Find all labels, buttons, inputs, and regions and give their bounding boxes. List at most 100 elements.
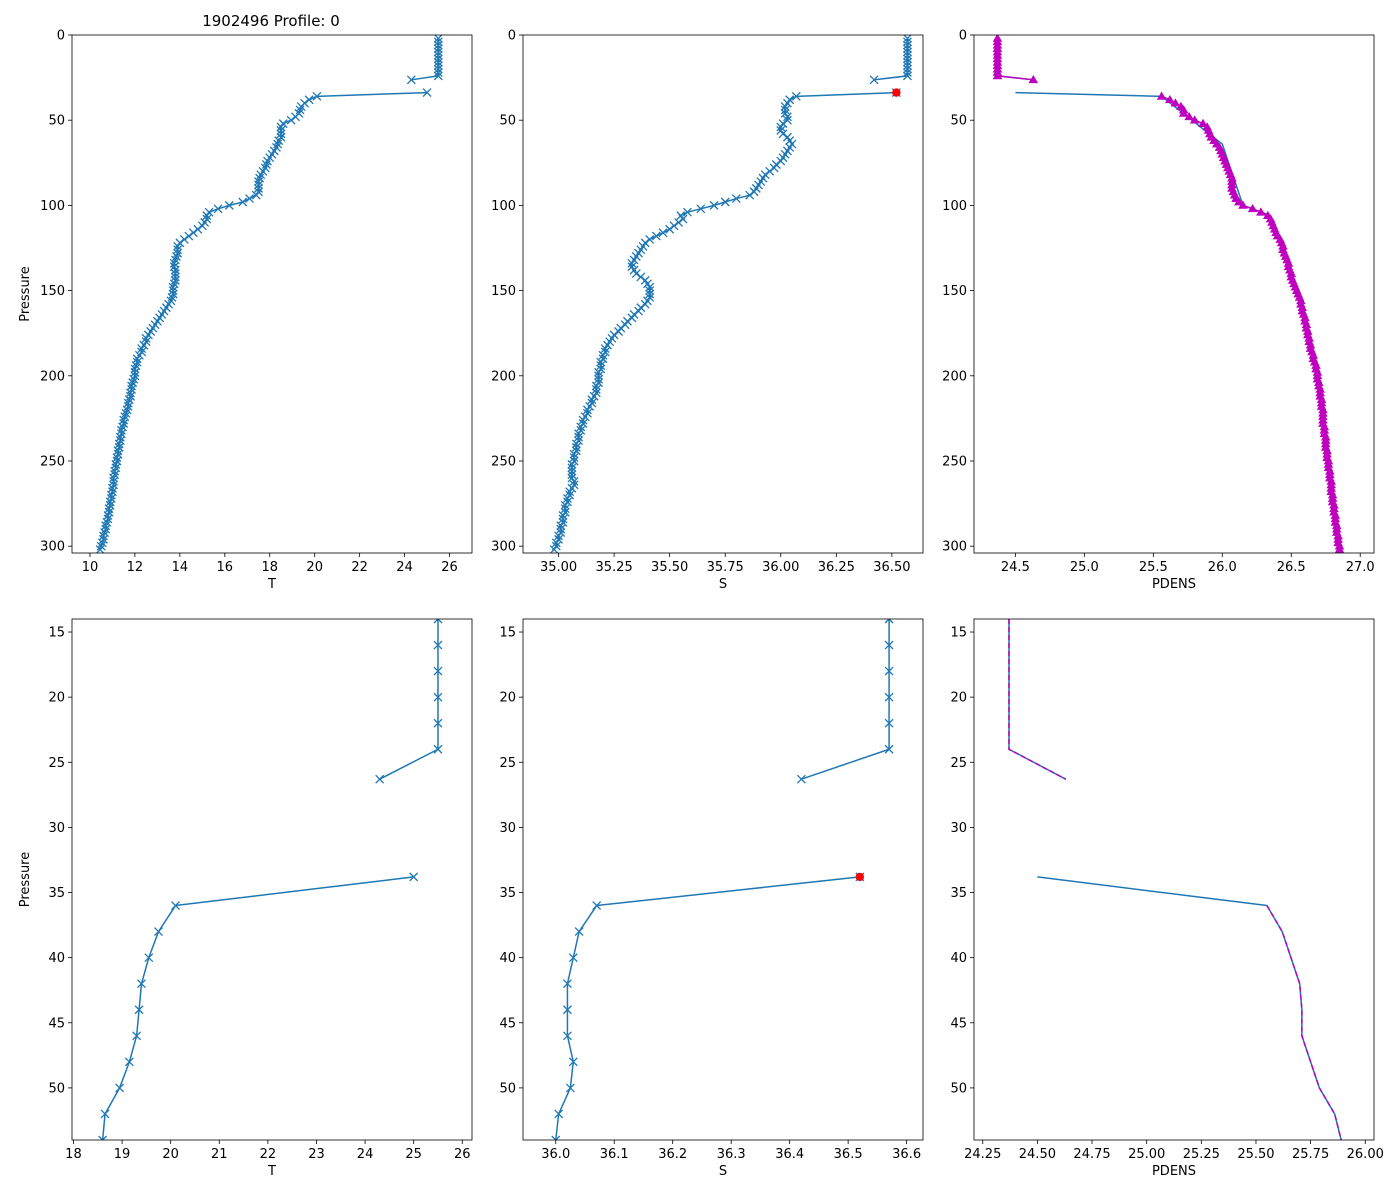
flagged-point-marker (855, 872, 865, 882)
x-tick-label: 14 (172, 560, 189, 575)
data-point-marker (433, 666, 443, 676)
data-point-marker (749, 187, 759, 197)
data-point-marker (720, 197, 730, 207)
data-point-marker (433, 50, 443, 60)
y-tick-label: 250 (491, 454, 516, 469)
y-axis-label: Pressure (18, 852, 33, 908)
series-line (99, 38, 440, 550)
x-tick-label: 18 (65, 1147, 82, 1162)
data-point-marker (574, 429, 584, 439)
data-point-marker (291, 112, 301, 122)
data-point-marker (433, 68, 443, 77)
data-point-marker (433, 71, 443, 81)
y-tick-label: 35 (499, 886, 516, 901)
data-point-marker (549, 545, 559, 553)
data-point-marker (304, 95, 314, 105)
y-tick-label: 0 (508, 29, 516, 44)
data-point-marker (592, 901, 602, 911)
data-point-marker (769, 163, 779, 173)
series-line (996, 38, 1341, 550)
data-point-marker (1256, 207, 1266, 216)
y-tick-label: 30 (950, 821, 967, 836)
data-point-marker (1247, 204, 1258, 213)
x-tick-label: 20 (306, 560, 323, 575)
x-axis-label: PDENS (1152, 1164, 1196, 1179)
data-point-marker (245, 194, 254, 204)
data-point-marker (636, 272, 646, 282)
data-point-marker (433, 744, 443, 754)
y-tick-label: 20 (48, 691, 65, 706)
axes-frame (973, 618, 1375, 1141)
data-point-marker (551, 538, 561, 548)
data-point-marker (213, 204, 223, 214)
data-point-marker (433, 718, 443, 728)
data-point-marker (254, 177, 263, 186)
panel-pdens-zoom: 24.25 24.50 24.75 25.00 25.25 25.50 25.75 26.00… (950, 618, 1384, 1179)
panel-t-zoom: 18 19 20 21 22 23 24 25 26 15 20 25 30 35 40 45 50 T Press… (18, 618, 473, 1179)
data-point-marker (251, 190, 261, 200)
series-line (1008, 619, 1342, 1140)
figure-title: 1902496 Profile: 0 (202, 12, 340, 30)
x-tick-label: 22 (351, 560, 368, 575)
panel-t-full: 10 12 14 16 18 20 22 24 26 0 50 100 150 200 250 300 T Pre… (18, 29, 473, 592)
data-point-marker (168, 282, 178, 292)
data-point-marker (173, 241, 183, 251)
data-point-marker (98, 1135, 108, 1140)
data-point-marker (678, 214, 688, 224)
data-point-marker (433, 44, 443, 54)
series-line (101, 619, 439, 1140)
x-tick-label: 35.75 (707, 560, 744, 575)
data-point-marker (433, 64, 443, 74)
x-tick-label: 36.1 (600, 1147, 629, 1162)
data-point-marker (696, 204, 706, 214)
data-point-marker (560, 504, 570, 514)
data-point-marker (594, 371, 604, 381)
y-tick-label: 30 (48, 821, 65, 836)
x-tick-label: 16 (217, 560, 234, 575)
y-tick-label: 45 (48, 1016, 65, 1031)
y-tick-label: 35 (950, 886, 967, 901)
x-tick-label: 36.5 (834, 1147, 863, 1162)
y-tick-label: 20 (499, 691, 516, 706)
panel-pdens-full: 24.5 25.0 25.5 26.0 26.5 27.0 0 50 100 150 200 250 3… (942, 29, 1375, 593)
y-tick-label: 300 (942, 540, 967, 555)
x-tick-label: 18 (261, 560, 278, 575)
data-point-marker (224, 200, 234, 210)
data-point-marker (645, 282, 655, 292)
y-tick-label: 300 (491, 540, 516, 555)
x-tick-label: 36.6 (892, 1147, 921, 1162)
x-tick-label: 26.0 (1208, 560, 1237, 575)
x-tick-label: 36.4 (775, 1147, 804, 1162)
data-point-marker (141, 333, 151, 343)
data-point-marker (1156, 91, 1167, 100)
data-point-marker (571, 439, 581, 449)
x-tick-label: 21 (211, 1147, 228, 1162)
data-point-marker (884, 692, 894, 702)
y-tick-label: 25 (499, 756, 516, 771)
x-tick-label: 26 (454, 1147, 471, 1162)
y-tick-label: 200 (942, 369, 967, 384)
x-tick-label: 27.0 (1346, 560, 1375, 575)
data-point-marker (778, 129, 788, 139)
data-point-marker (1189, 115, 1200, 124)
y-tick-label: 50 (499, 114, 516, 129)
panel-s-full: 35.00 35.25 35.50 35.75 36.00 36.25 36.50 0 50 10… (491, 29, 924, 592)
y-tick-label: 50 (48, 114, 65, 129)
y-tick-label: 25 (48, 756, 65, 771)
plot-area (95, 35, 443, 553)
data-point-marker (596, 357, 606, 367)
data-point-marker (558, 511, 568, 520)
data-point-marker (627, 258, 637, 268)
data-point-marker (780, 105, 790, 115)
data-point-marker (109, 473, 119, 483)
x-tick-label: 24.75 (1073, 1147, 1110, 1162)
data-point-marker (902, 57, 912, 67)
data-point-marker (565, 487, 575, 497)
data-point-marker (95, 545, 105, 553)
series-line (1008, 619, 1342, 1140)
data-point-marker (765, 166, 775, 176)
x-axis-label: S (719, 577, 727, 592)
x-tick-label: 35.00 (540, 560, 577, 575)
x-tick-label: 23 (308, 1147, 325, 1162)
data-point-marker (171, 901, 180, 911)
